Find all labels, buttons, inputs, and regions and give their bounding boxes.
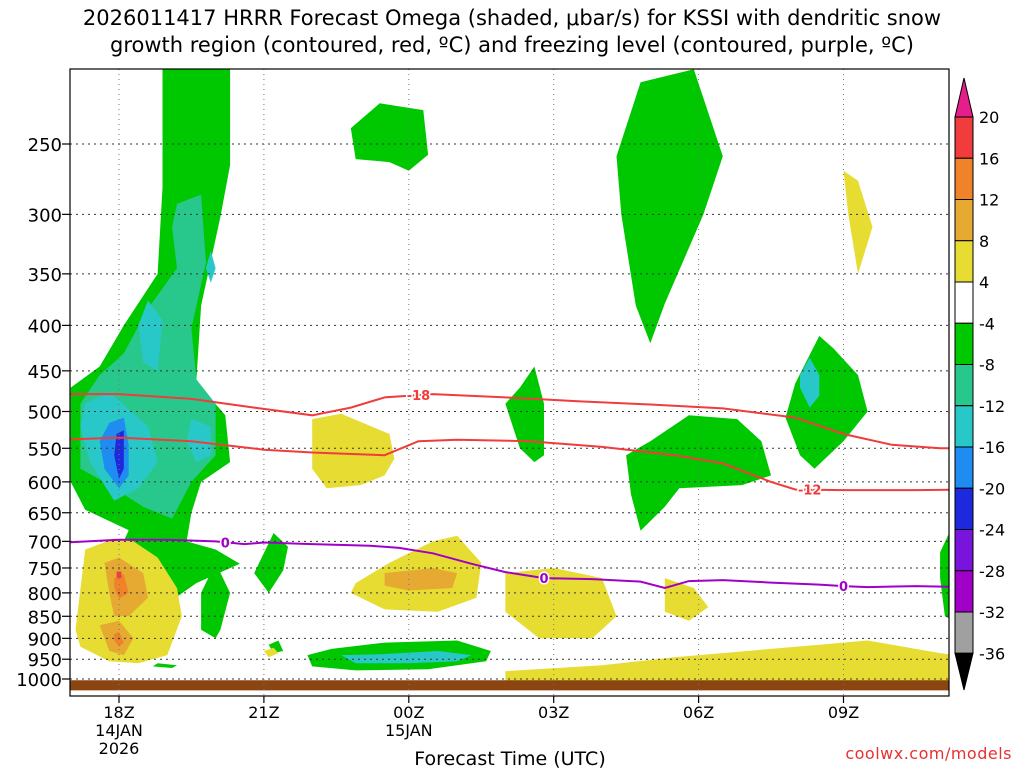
contour-label-0: -18 — [407, 389, 431, 404]
contour-line-1 — [70, 436, 949, 492]
plot-gridlines — [70, 69, 949, 696]
colorbar-label-12: -32 — [979, 603, 1005, 622]
omega-region-18 — [800, 357, 820, 408]
colorbar-bin-5 — [954, 322, 974, 365]
colorbar-legend: 20 16 12 8 4 -4 -8 -12 -16 -20 -24 -28 -32 -36 — [954, 77, 1005, 691]
omega-region-36 — [505, 640, 949, 684]
x-tick-sublabel-00Z: 15JAN — [385, 721, 433, 740]
y-tick-label-550: 550 — [28, 439, 62, 460]
y-tick-label-1000: 1000 — [16, 670, 62, 691]
temperature-contours — [70, 393, 949, 590]
y-tick-label-750: 750 — [28, 559, 62, 580]
omega-region-9 — [201, 562, 231, 639]
x-tick-label-00Z: 00Z — [393, 703, 424, 722]
omega-region-30 — [384, 568, 458, 591]
y-tick-label-350: 350 — [28, 265, 62, 286]
y-tick-label-700: 700 — [28, 532, 62, 553]
omega-region-12 — [152, 663, 177, 668]
omega-region-34 — [1003, 201, 1018, 262]
omega-region-37 — [263, 647, 279, 658]
colorbar-label-2: 12 — [979, 191, 999, 210]
colorbar-label-1: 16 — [979, 149, 999, 168]
x-tick-sublabel-18Z: 14JAN — [95, 721, 143, 740]
omega-region-33 — [843, 170, 873, 274]
colorbar-bin-7 — [954, 405, 974, 448]
colorbar-label-4: 4 — [979, 273, 989, 292]
colorbar-top-arrow — [954, 77, 974, 118]
y-tick-label-300: 300 — [28, 205, 62, 226]
omega-region-31 — [505, 568, 617, 639]
contour-label-2: 0 — [221, 536, 230, 551]
colorbar-bin-8 — [954, 446, 974, 489]
y-tick-label-950: 950 — [28, 650, 62, 671]
colorbar-label-7: -12 — [979, 397, 1005, 416]
omega-region-8 — [254, 533, 288, 593]
colorbar-label-11: -28 — [979, 562, 1005, 581]
y-axis: 2503003504004505005506006507007508008509… — [16, 135, 70, 691]
omega-region-4 — [626, 415, 771, 531]
omega-region-32 — [664, 578, 709, 621]
omega-region-2 — [350, 103, 429, 171]
contour-labels: -18 -12 0 0 0 — [219, 388, 849, 597]
plot-frame — [69, 68, 950, 697]
y-tick-label-450: 450 — [28, 362, 62, 383]
omega-region-15 — [205, 251, 216, 283]
omega-region-5 — [785, 335, 868, 469]
credit-text: coolwx.com/models — [845, 744, 1012, 763]
chart-title-line-1: 2026011417 HRRR Forecast Omega (shaded, … — [82, 6, 942, 30]
colorbar-bin-11 — [954, 570, 974, 613]
colorbar-label-5: -4 — [979, 314, 995, 333]
contour-label-1: -12 — [798, 484, 822, 499]
omega-region-19 — [341, 651, 472, 664]
omega-region-16 — [186, 419, 211, 463]
x-tick-label-06Z: 06Z — [683, 703, 714, 722]
y-tick-label-400: 400 — [28, 316, 62, 337]
x-tick-label-18Z: 18Z — [103, 703, 134, 722]
x-tick-label-21Z: 21Z — [248, 703, 279, 722]
y-tick-label-800: 800 — [28, 584, 62, 605]
x-tick-sublabel2-18Z: 2026 — [99, 739, 140, 758]
omega-shaded-regions — [70, 69, 1018, 691]
y-tick-label-650: 650 — [28, 504, 62, 525]
omega-region-38 — [70, 680, 949, 691]
x-tick-label-09Z: 09Z — [828, 703, 859, 722]
y-tick-label-500: 500 — [28, 403, 62, 424]
colorbar-label-13: -36 — [979, 644, 1005, 663]
colorbar-bin-12 — [954, 611, 974, 654]
colorbar-bin-4 — [954, 281, 974, 324]
colorbar-bin-6 — [954, 364, 974, 407]
colorbar-bin-10 — [954, 529, 974, 572]
colorbar-label-9: -20 — [979, 479, 1005, 498]
omega-region-7 — [940, 533, 949, 619]
colorbar-label-10: -24 — [979, 521, 1005, 540]
colorbar-label-8: -16 — [979, 438, 1005, 457]
y-tick-label-600: 600 — [28, 473, 62, 494]
colorbar-bin-0 — [954, 116, 974, 159]
colorbar-bottom-arrow — [954, 652, 974, 691]
y-tick-label-250: 250 — [28, 135, 62, 156]
x-tick-label-03Z: 03Z — [538, 703, 569, 722]
contour-label-3: 0 — [540, 572, 549, 587]
omega-region-1 — [616, 69, 723, 344]
y-tick-label-900: 900 — [28, 629, 62, 650]
colorbar-bin-9 — [954, 487, 974, 530]
chart-title-line-2: growth region (contoured, red, ºC) and f… — [110, 33, 914, 57]
colorbar-label-6: -8 — [979, 356, 995, 375]
colorbar-label-0: 20 — [979, 108, 999, 127]
omega-region-3 — [505, 366, 544, 463]
contour-line-2 — [70, 538, 949, 590]
colorbar-bin-2 — [954, 199, 974, 242]
omega-region-28 — [312, 413, 395, 489]
colorbar-bin-1 — [954, 157, 974, 200]
x-axis-label: Forecast Time (UTC) — [414, 748, 605, 768]
colorbar-bin-3 — [954, 240, 974, 283]
colorbar-label-3: 8 — [979, 232, 989, 251]
contour-line-0 — [70, 393, 949, 450]
y-tick-label-850: 850 — [28, 607, 62, 628]
omega-region-14 — [138, 300, 163, 371]
contour-label-4: 0 — [839, 580, 848, 595]
